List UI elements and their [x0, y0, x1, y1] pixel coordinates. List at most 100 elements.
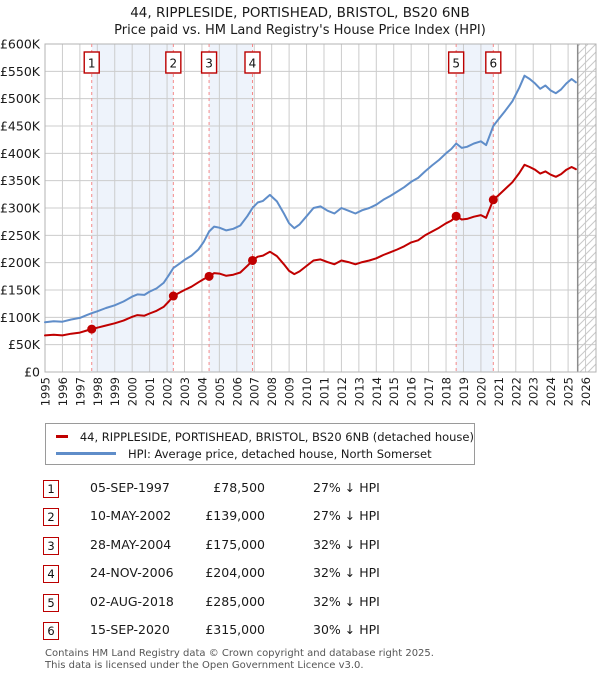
- x-axis-tick-label: 2013: [352, 377, 366, 406]
- sale-point-dot[interactable]: [488, 195, 498, 205]
- sale-marker-box[interactable]: [83, 51, 100, 74]
- x-axis-tick-label: 2004: [195, 377, 209, 406]
- x-axis-tick-label: 2026: [579, 377, 593, 406]
- y-axis-labels: £0 £50K £100K £150K £200K £250K £300K £350K £400…: [0, 37, 41, 380]
- legend-row-hpi: HPI: Average price, detached house, Nort…: [56, 445, 474, 462]
- sale-vs-hpi: 32% ↓ HPI: [313, 536, 380, 552]
- sale-marker-box[interactable]: [244, 51, 261, 74]
- sale-date: 15-SEP-2020: [90, 621, 170, 637]
- y-axis-tick-label: £200K: [0, 255, 41, 270]
- y-axis-tick-label: £0: [24, 365, 40, 380]
- table-row: 2 10-MAY-2002 £139,000 27% ↓ HPI: [43, 505, 563, 533]
- future-hatch-region: [577, 44, 596, 372]
- sale-point-dot[interactable]: [204, 271, 214, 281]
- legend-row-price: 44, RIPPLESIDE, PORTISHEAD, BRISTOL, BS2…: [56, 428, 474, 445]
- x-axis-tick-label: 2009: [283, 377, 297, 406]
- x-axis-tick-label: 2010: [300, 377, 314, 406]
- sale-date: 24-NOV-2006: [90, 565, 174, 581]
- table-row: 4 24-NOV-2006 £204,000 32% ↓ HPI: [43, 562, 563, 590]
- sale-marker-number: 4: [249, 57, 257, 71]
- sale-number-badge: 1: [43, 480, 59, 498]
- x-axis-tick-label: 2022: [509, 377, 523, 406]
- x-axis-tick-label: 2012: [335, 377, 349, 406]
- sale-marker-number: 6: [489, 57, 497, 71]
- y-axis-tick-label: £350K: [0, 173, 41, 188]
- x-axis-tick-label: 2018: [440, 377, 454, 406]
- x-axis-tick-label: 2007: [248, 377, 262, 406]
- sale-point-dot[interactable]: [247, 255, 257, 265]
- sale-price: £315,000: [205, 621, 265, 637]
- table-row: 6 15-SEP-2020 £315,000 30% ↓ HPI: [43, 619, 563, 647]
- x-axis-tick-label: 1999: [108, 377, 122, 406]
- sale-point-dot[interactable]: [451, 211, 461, 221]
- sale-number-badge: 2: [43, 508, 59, 527]
- x-axis-tick-label: 1996: [56, 377, 70, 406]
- sale-marker-boxes: 1 2 3 4 5 6: [83, 51, 502, 74]
- sale-number-badge: 5: [43, 593, 59, 612]
- table-row: 1 05-SEP-1997 £78,500 27% ↓ HPI: [43, 477, 563, 505]
- sale-vs-hpi: 30% ↓ HPI: [313, 621, 380, 637]
- sale-vs-hpi: 27% ↓ HPI: [313, 508, 380, 524]
- y-axis-tick-label: £250K: [0, 228, 41, 243]
- x-axis-tick-label: 2001: [143, 377, 157, 406]
- chart-subtitle: Price paid vs. HM Land Registry's House …: [114, 23, 486, 38]
- table-row: 3 28-MAY-2004 £175,000 32% ↓ HPI: [43, 534, 563, 562]
- x-axis-tick-label: 2015: [387, 377, 401, 406]
- x-axis-tick-label: 2021: [492, 377, 506, 406]
- x-axis-tick-label: 2014: [370, 377, 384, 406]
- hpi-line-swatch: [56, 452, 116, 455]
- licence-line-1: Contains HM Land Registry data © Crown c…: [45, 648, 434, 659]
- price-line-label: 44, RIPPLESIDE, PORTISHEAD, BRISTOL, BS2…: [79, 429, 474, 444]
- price-series-line: [44, 163, 577, 337]
- sale-price: £139,000: [205, 508, 265, 524]
- sale-marker-box[interactable]: [447, 51, 465, 74]
- y-axis-tick-label: £400K: [0, 146, 41, 161]
- hpi-series-line: [44, 74, 577, 324]
- sale-marker-box[interactable]: [165, 51, 182, 74]
- plot-border: [44, 43, 597, 373]
- x-axis-tick-label: 2023: [527, 377, 541, 406]
- x-axis-tick-label: 2020: [474, 377, 488, 406]
- y-axis-tick-label: £550K: [0, 64, 41, 79]
- x-axis-tick-label: 1995: [39, 377, 53, 406]
- x-axis-tick-label: 2003: [178, 377, 192, 406]
- x-axis-tick-label: 2011: [317, 377, 331, 406]
- x-axis-tick-label: 2005: [213, 377, 227, 406]
- sale-point-dot[interactable]: [168, 291, 178, 301]
- sale-marker-number: 1: [88, 57, 96, 71]
- sale-marker-box[interactable]: [485, 51, 502, 74]
- sale-number-badge: 3: [43, 536, 59, 555]
- x-axis-tick-label: 2000: [126, 377, 140, 406]
- y-axis-tick-label: £600K: [0, 37, 41, 52]
- plot-area: 1 2 3 4 5 6 £0 £50K £100K £150K £200K £250K £300K £35…: [0, 37, 597, 406]
- sale-date: 10-MAY-2002: [90, 508, 172, 524]
- sale-price: £285,000: [205, 593, 265, 609]
- x-axis-tick-label: 1997: [73, 377, 87, 406]
- y-axis-tick-label: £300K: [0, 201, 41, 216]
- sale-marker-box[interactable]: [200, 51, 218, 74]
- sale-date: 05-SEP-1997: [90, 480, 170, 495]
- sale-points: [87, 195, 498, 334]
- table-row: 5 02-AUG-2018 £285,000 32% ↓ HPI: [43, 591, 563, 619]
- y-axis-tick-label: £450K: [0, 119, 41, 134]
- sale-vs-hpi: 32% ↓ HPI: [313, 565, 380, 581]
- sale-number-badge: 4: [43, 565, 59, 584]
- sale-number-badge: 6: [43, 621, 59, 640]
- sale-date: 28-MAY-2004: [90, 536, 172, 552]
- chart-title: 44, RIPPLESIDE, PORTISHEAD, BRISTOL, BS2…: [130, 5, 470, 21]
- x-axis-labels: 1995 1996 1997 1998 1999 2000 2001 2002 2003 2004…: [39, 377, 594, 406]
- y-axis-tick-label: £50K: [8, 337, 41, 352]
- sale-point-dot[interactable]: [87, 324, 97, 334]
- sale-price: £204,000: [205, 565, 265, 581]
- transactions-table: 1 05-SEP-1997 £78,500 27% ↓ HPI 2 10-MAY…: [43, 477, 563, 647]
- price-line-swatch: [56, 435, 68, 438]
- x-axis-tick-label: 2008: [265, 377, 279, 406]
- sale-vs-hpi: 27% ↓ HPI: [313, 480, 380, 495]
- licence-footer: Contains HM Land Registry data © Crown c…: [45, 648, 434, 671]
- y-axis-tick-label: £100K: [0, 310, 41, 325]
- sale-marker-number: 2: [170, 57, 178, 71]
- sale-price: £78,500: [213, 480, 265, 495]
- sale-marker-number: 3: [205, 57, 213, 71]
- x-axis-tick-label: 2025: [562, 377, 576, 406]
